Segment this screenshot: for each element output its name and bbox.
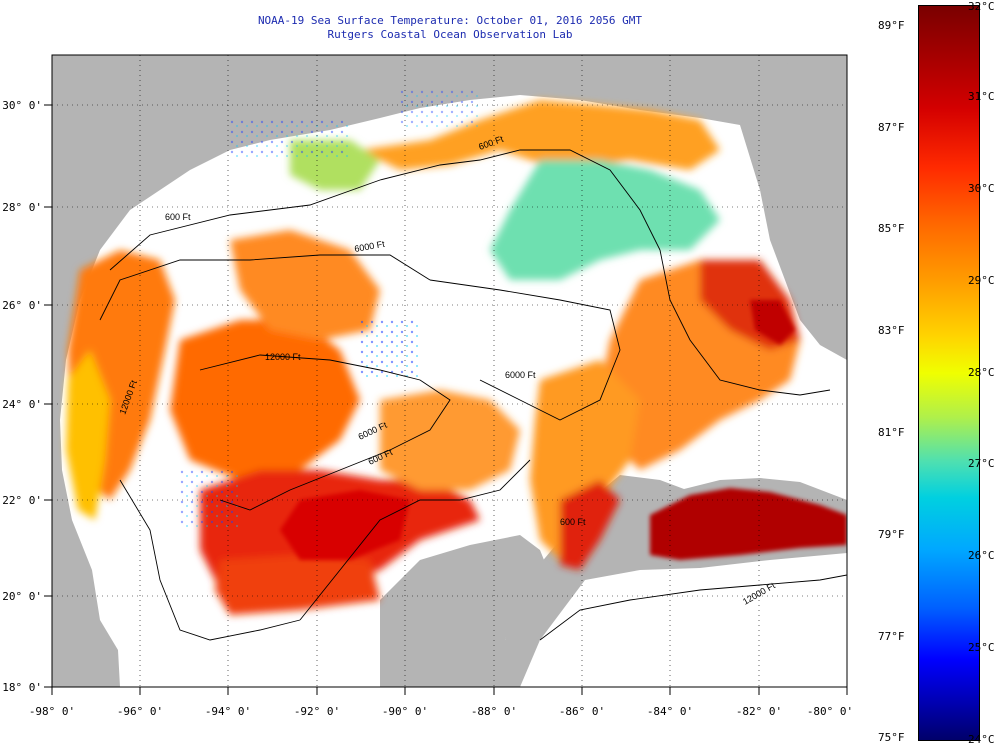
graticule [52,55,847,687]
colorbar-f-label: 77°F [878,630,905,643]
lon-label: -86° 0' [559,705,605,718]
lon-label: -82° 0' [736,705,782,718]
sst-west-yellow [66,350,110,520]
lon-label: -80° 0' [807,705,853,718]
sst-north-coast [360,100,720,170]
colorbar-c-label: 25°C [968,641,995,654]
contour-600ft-north [109,149,661,271]
contour-label: 600 Ft [165,212,191,222]
lon-label: -88° 0' [471,705,517,718]
axis-ticks [44,104,848,695]
contour-label: 600 Ft [560,517,586,527]
colorbar-f-label: 79°F [878,528,905,541]
sst-central-orange [380,390,520,490]
lon-labels: -98° 0' -96° 0' -94° 0' -92° 0' -90° 0' … [29,705,853,718]
lon-label: -94° 0' [205,705,251,718]
contour-6000ft-east [429,279,621,421]
title-line-2: Rutgers Coastal Ocean Observation Lab [327,28,573,41]
sst-east-darkred [750,300,795,345]
lon-label: -98° 0' [29,705,75,718]
colorbar-c-label: 26°C [968,549,995,562]
colorbar-c-label: 32°C [968,0,995,13]
contour-600ft-southwest [119,479,301,641]
sst-central-north [230,230,380,340]
lon-label: -92° 0' [294,705,340,718]
colorbar-c-label: 27°C [968,457,995,470]
colorbar-c-label: 29°C [968,274,995,287]
lat-label: 18° 0' [2,681,42,694]
colorbar-c-label: 31°C [968,90,995,103]
map-title: NOAA-19 Sea Surface Temperature: October… [50,14,850,42]
temperature-colorbar [918,5,980,741]
sst-blue-speckle-2 [180,470,240,530]
lat-label: 20° 0' [2,590,42,603]
colorbar-f-label: 75°F [878,731,905,744]
sst-blue-speckle-4 [400,90,480,130]
title-line-1: NOAA-19 Sea Surface Temperature: October… [257,14,643,27]
contour-caribbean [539,574,847,641]
lon-label: -96° 0' [117,705,163,718]
lat-labels: 30° 0' 28° 0' 26° 0' 24° 0' 22° 0' 20° 0… [2,99,42,694]
lat-label: 22° 0' [2,494,42,507]
contour-label: 6000 Ft [505,370,536,380]
sst-blue-speckle-3 [230,120,350,160]
contour-12000ft [199,354,451,511]
lat-label: 24° 0' [2,398,42,411]
colorbar-f-label: 85°F [878,222,905,235]
map-frame [51,54,848,688]
colorbar-c-label: 24°C [968,733,995,746]
colorbar-f-label: 83°F [878,324,905,337]
sst-yucatan-channel [560,480,620,570]
sst-data [66,90,847,615]
colorbar-f-label: 87°F [878,121,905,134]
sst-bay-campeche [215,555,380,615]
lat-label: 26° 0' [2,299,42,312]
yucatan-land [380,535,548,687]
colorbar-f-label: 89°F [878,19,905,32]
contour-6000ft-west [99,254,431,321]
lat-label: 30° 0' [2,99,42,112]
sst-central-redcore [280,490,410,560]
colorbar-f-label: 81°F [878,426,905,439]
sst-cuba-darkred [650,488,847,560]
sst-northeast-cyan [490,160,720,280]
bathymetry-contours [99,149,847,641]
contour-label: 12000 Ft [265,352,301,362]
lat-label: 28° 0' [2,201,42,214]
florida-land [740,55,847,360]
lon-label: -90° 0' [382,705,428,718]
lon-label: -84° 0' [647,705,693,718]
sst-loop-current [530,360,640,560]
contour-600ft-campeche [299,459,531,621]
colorbar-c-label: 30°C [968,182,995,195]
caribbean-water [520,553,847,687]
map-area: 600 Ft 6000 Ft 12000 Ft 600 Ft 12000 Ft … [52,55,847,687]
sst-blue-speckle-1 [360,320,420,380]
colorbar-c-label: 28°C [968,366,995,379]
sst-central-west [170,320,360,480]
